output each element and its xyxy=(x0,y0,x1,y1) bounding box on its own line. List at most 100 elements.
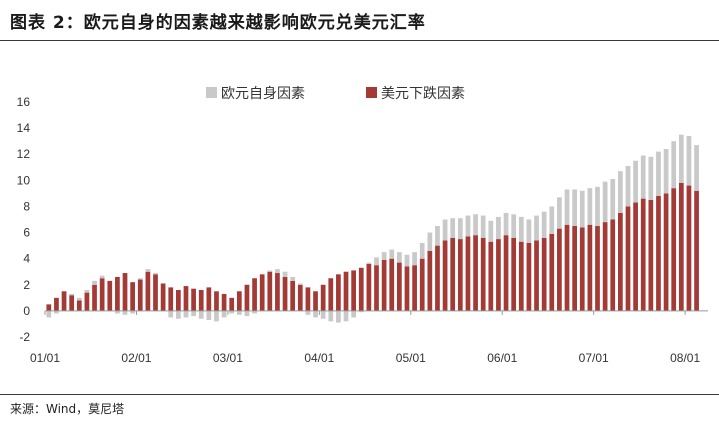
bar-euro-own-factor xyxy=(206,310,212,321)
bar-euro-own-factor xyxy=(381,252,387,260)
bar-euro-own-factor xyxy=(450,218,456,238)
bar-euro-own-factor xyxy=(625,165,631,207)
y-tick-label: 6 xyxy=(23,226,30,240)
bars xyxy=(46,134,699,323)
bar-euro-own-factor xyxy=(595,186,600,227)
bar-euro-own-factor xyxy=(137,278,143,280)
bar-usd-decline-factor xyxy=(54,297,59,311)
x-tick-label: 03/01 xyxy=(213,351,243,365)
bar-euro-own-factor xyxy=(541,211,547,238)
bar-euro-own-factor xyxy=(275,269,280,274)
bar-euro-own-factor xyxy=(503,212,509,236)
bar-usd-decline-factor xyxy=(61,291,67,311)
bar-usd-decline-factor xyxy=(419,258,425,311)
bar-usd-decline-factor xyxy=(457,239,463,311)
bar-euro-own-factor xyxy=(183,310,189,318)
bar-usd-decline-factor xyxy=(275,273,280,311)
bar-euro-own-factor xyxy=(587,188,593,225)
bar-euro-own-factor xyxy=(229,310,235,314)
bar-euro-own-factor xyxy=(473,214,478,236)
bar-usd-decline-factor xyxy=(404,266,410,311)
bar-usd-decline-factor xyxy=(602,222,608,311)
bar-usd-decline-factor xyxy=(480,237,486,311)
bar-usd-decline-factor xyxy=(267,271,273,311)
bar-euro-own-factor xyxy=(427,232,433,251)
bar-usd-decline-factor xyxy=(671,188,677,311)
bar-euro-own-factor xyxy=(236,310,242,315)
bar-euro-own-factor xyxy=(191,310,196,317)
bar-euro-own-factor xyxy=(198,310,204,319)
bar-usd-decline-factor xyxy=(610,219,616,311)
bar-usd-decline-factor xyxy=(358,267,364,311)
bar-euro-own-factor xyxy=(480,215,486,238)
bar-usd-decline-factor xyxy=(366,263,372,311)
bar-usd-decline-factor xyxy=(374,265,379,311)
bar-euro-own-factor xyxy=(465,215,471,237)
bar-euro-own-factor xyxy=(564,189,570,225)
bar-usd-decline-factor xyxy=(648,199,654,311)
bar-usd-decline-factor xyxy=(259,274,265,311)
bar-euro-own-factor xyxy=(343,310,349,322)
y-tick-label: -2 xyxy=(19,330,30,344)
bar-euro-own-factor xyxy=(214,310,219,322)
bar-usd-decline-factor xyxy=(496,239,501,311)
bar-euro-own-factor xyxy=(267,270,273,272)
y-tick-label: 12 xyxy=(17,147,31,161)
bar-euro-own-factor xyxy=(534,215,539,241)
bar-euro-own-factor xyxy=(617,171,623,213)
y-tick-label: 0 xyxy=(23,304,30,318)
bar-euro-own-factor xyxy=(282,271,288,277)
x-tick-label: 04/01 xyxy=(304,351,334,365)
bar-euro-own-factor xyxy=(579,190,585,228)
x-tick-label: 01/01 xyxy=(30,351,60,365)
bar-euro-own-factor xyxy=(69,293,75,296)
bar-usd-decline-factor xyxy=(122,273,128,311)
bar-usd-decline-factor xyxy=(282,276,288,311)
bar-usd-decline-factor xyxy=(236,291,242,311)
bar-usd-decline-factor xyxy=(153,274,158,311)
bar-usd-decline-factor xyxy=(336,274,341,311)
bar-usd-decline-factor xyxy=(595,226,600,311)
bar-usd-decline-factor xyxy=(526,243,532,311)
bar-usd-decline-factor xyxy=(473,235,478,311)
bar-usd-decline-factor xyxy=(412,265,417,311)
y-tick-label: 2 xyxy=(23,278,30,292)
bar-usd-decline-factor xyxy=(214,291,219,311)
bar-euro-own-factor xyxy=(130,310,136,314)
bar-usd-decline-factor xyxy=(518,241,524,311)
y-tick-label: 16 xyxy=(17,95,31,109)
x-tick-label: 02/01 xyxy=(121,351,151,365)
bar-euro-own-factor xyxy=(336,310,341,323)
bar-usd-decline-factor xyxy=(579,227,585,311)
y-tick-label: 10 xyxy=(17,173,31,187)
x-tick-label: 07/01 xyxy=(579,351,609,365)
bar-usd-decline-factor xyxy=(297,284,303,311)
title-divider xyxy=(0,40,719,41)
bar-euro-own-factor xyxy=(435,226,440,246)
bar-euro-own-factor xyxy=(46,310,52,318)
bar-usd-decline-factor xyxy=(130,282,136,311)
bar-usd-decline-factor xyxy=(442,240,448,311)
source-divider xyxy=(0,394,719,395)
bar-usd-decline-factor xyxy=(625,206,631,311)
bar-euro-own-factor xyxy=(694,145,699,191)
bar-euro-own-factor xyxy=(76,297,82,301)
bar-euro-own-factor xyxy=(457,218,463,240)
bar-euro-own-factor xyxy=(351,310,357,318)
bar-euro-own-factor xyxy=(358,310,364,313)
bar-euro-own-factor xyxy=(84,290,90,293)
bar-euro-own-factor xyxy=(374,257,379,266)
bar-euro-own-factor xyxy=(389,249,395,259)
bar-euro-own-factor xyxy=(305,310,311,315)
legend-swatch-euro-own-factor xyxy=(206,87,217,98)
bar-usd-decline-factor xyxy=(633,202,638,311)
y-tick-label: 8 xyxy=(23,199,30,213)
legend: 欧元自身因素 美元下跌因素 xyxy=(206,86,465,102)
bar-usd-decline-factor xyxy=(640,198,646,311)
bar-euro-own-factor xyxy=(244,310,250,317)
chart-title: 图表 2：欧元自身的因素越来越影响欧元兑美元汇率 xyxy=(10,13,426,33)
bar-usd-decline-factor xyxy=(252,278,257,311)
bar-usd-decline-factor xyxy=(328,278,334,311)
bar-euro-own-factor xyxy=(175,310,181,319)
stacked-bar-chart: 欧元自身因素 美元下跌因素 -2 0 2 4 6 8 10 12 14 16 01/01 02/01… xyxy=(17,86,708,365)
